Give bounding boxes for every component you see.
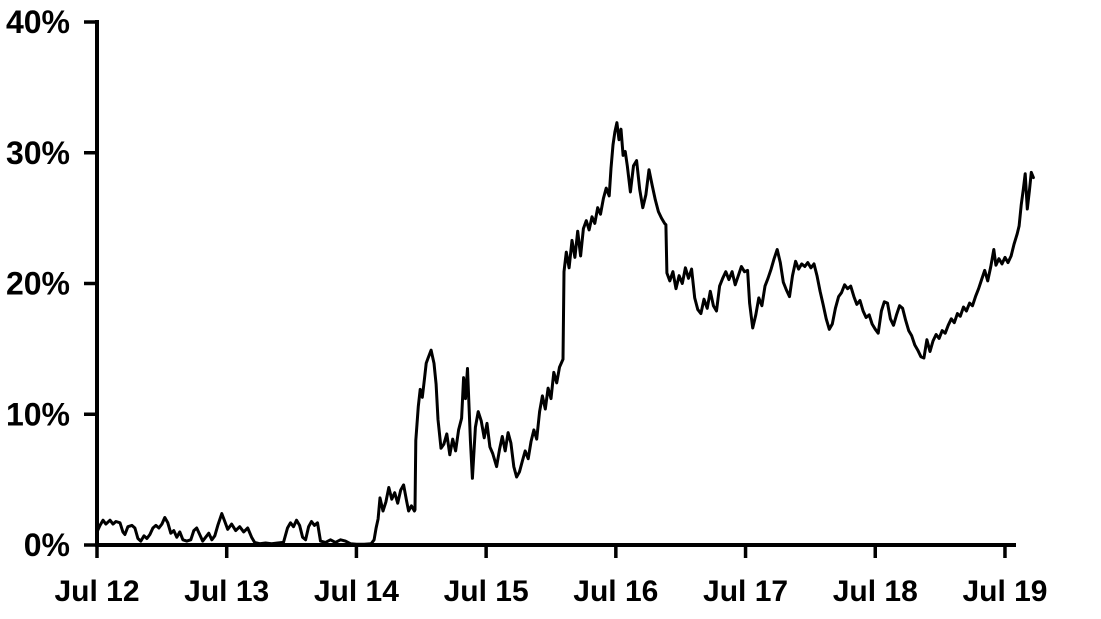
- x-tick-label: Jul 16: [573, 575, 658, 608]
- x-tick-label: Jul 19: [962, 575, 1047, 608]
- y-tick-label: 30%: [6, 135, 70, 171]
- x-tick-label: Jul 14: [314, 575, 399, 608]
- x-tick-label: Jul 17: [703, 575, 788, 608]
- axis-ticks: [84, 20, 1007, 558]
- y-tick-label: 40%: [6, 4, 70, 40]
- axes: [95, 20, 1016, 547]
- data-series: [95, 121, 1035, 546]
- y-tick-label: 0%: [24, 527, 70, 563]
- x-tick-label: Jul 18: [833, 575, 918, 608]
- y-tick-label: 10%: [6, 396, 70, 432]
- data-line: [95, 121, 1035, 546]
- x-tick-label: Jul 15: [444, 575, 529, 608]
- x-tick-label: Jul 12: [54, 575, 139, 608]
- x-tick-label: Jul 13: [184, 575, 269, 608]
- y-tick-label: 20%: [6, 266, 70, 302]
- axis-labels: 0% 10% 20% 30% 40% Jul 12 Jul 13 Jul 14 Jul 15 Ju…: [6, 4, 1048, 608]
